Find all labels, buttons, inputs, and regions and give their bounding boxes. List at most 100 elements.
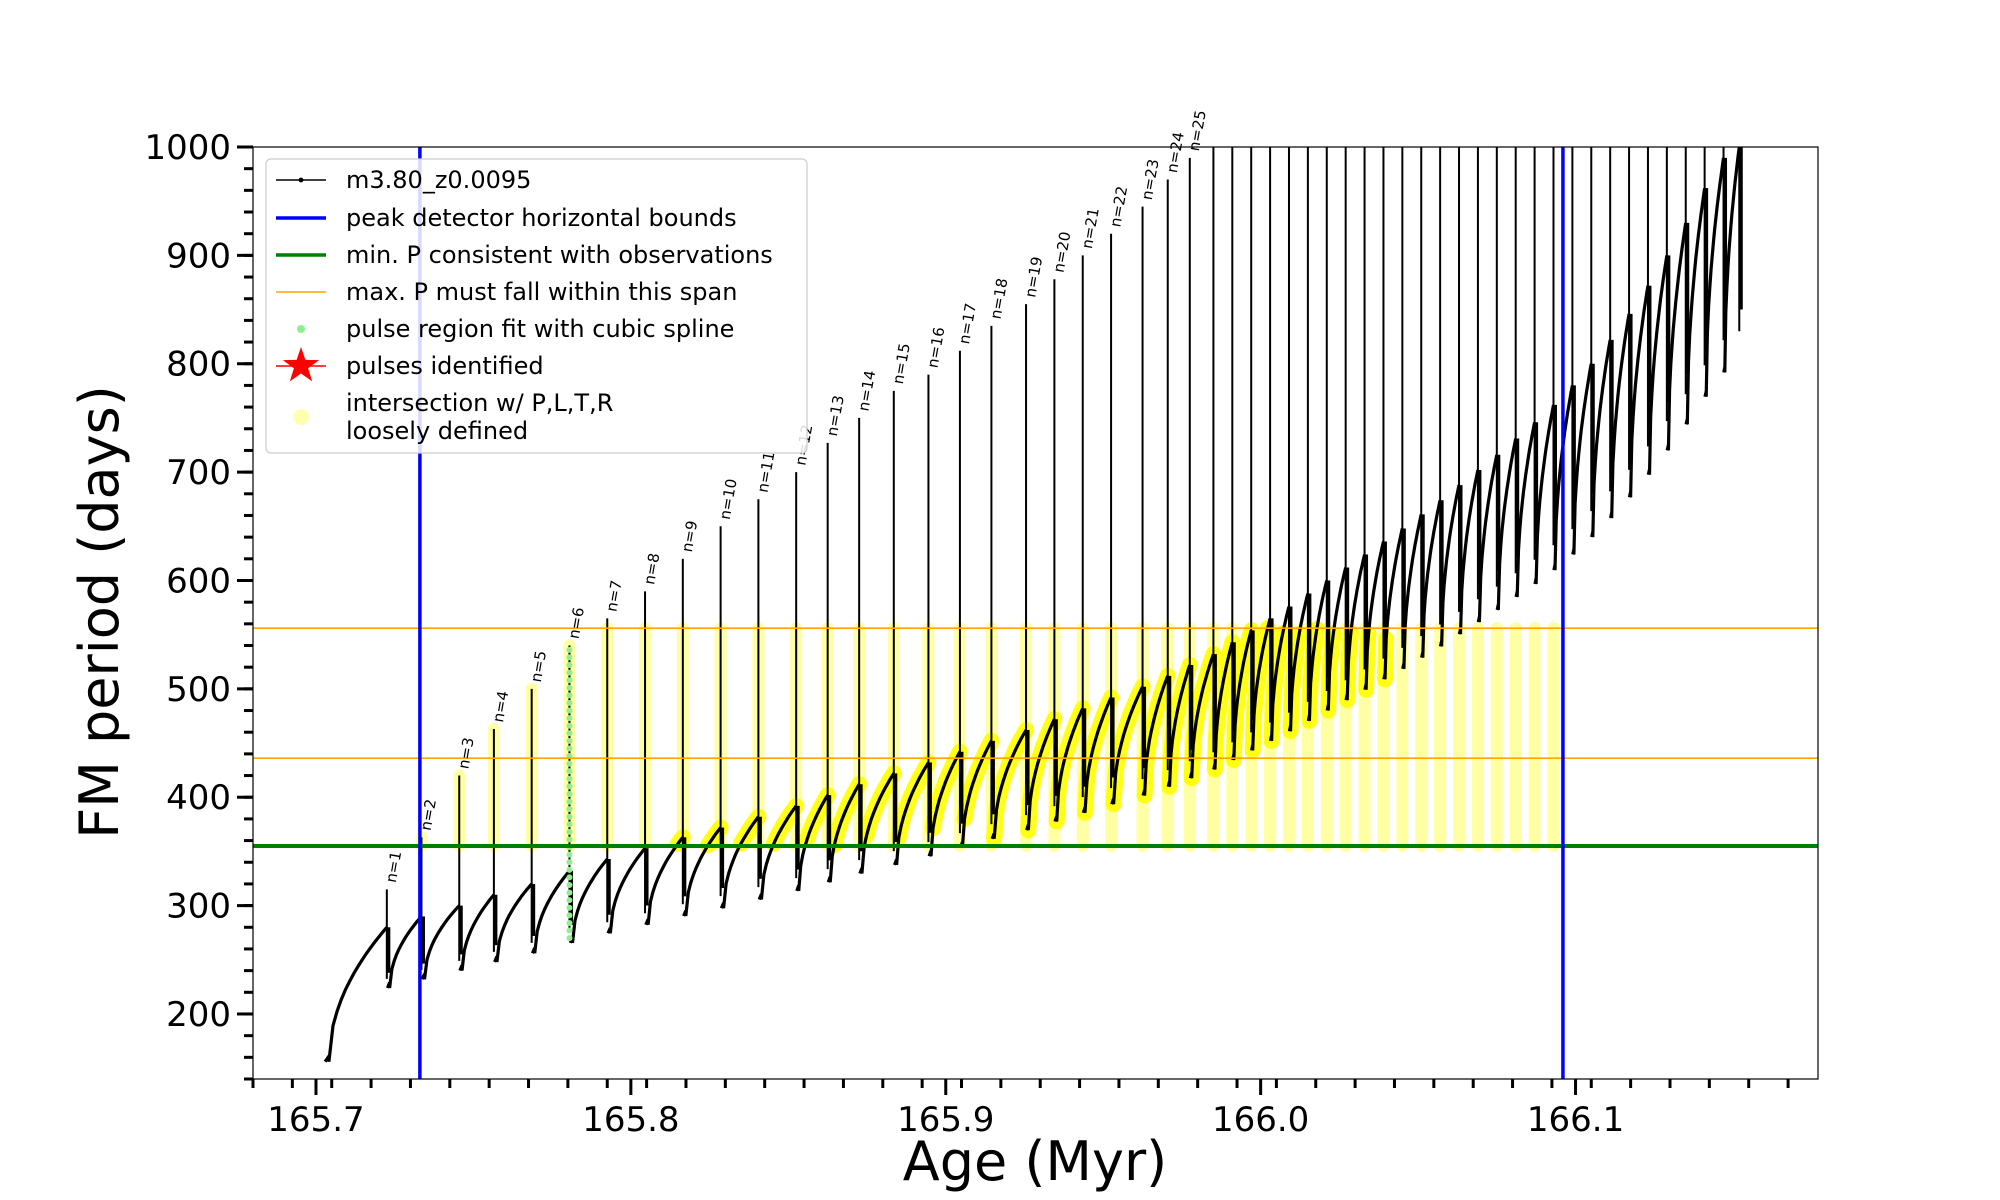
spline-fit-dot — [566, 851, 573, 858]
x-tick-label: 165.8 — [582, 1100, 679, 1140]
pulse-label: n=6 — [565, 606, 588, 640]
model-curve-segment — [1110, 685, 1145, 805]
model-curve-segment — [1212, 641, 1234, 770]
x-axis-ticks: 165.7 165.8 165.9 166.0 166.1 — [251, 1079, 1790, 1140]
x-tick-label: 165.7 — [267, 1100, 364, 1140]
model-curve-segment — [1382, 528, 1404, 680]
spline-fit-dot — [566, 859, 573, 866]
spline-fit-dot — [566, 654, 573, 661]
spline-fit-dot — [566, 707, 573, 714]
spline-fit-dot — [566, 768, 573, 775]
model-curve-segment — [1306, 580, 1329, 722]
model-curve-segment — [1533, 404, 1556, 585]
y-tick-label: 600 — [166, 561, 231, 601]
model-curve-segment — [1627, 285, 1650, 498]
model-curve-segment — [1420, 499, 1442, 658]
model-curve-segment — [1401, 514, 1423, 670]
spline-fit-dot — [566, 692, 573, 699]
spline-fit-dot — [566, 813, 573, 820]
pulse-label: n=5 — [527, 649, 550, 683]
spline-fit-dot — [566, 730, 573, 737]
pulse-label: n=2 — [417, 798, 440, 832]
legend-label: pulses identified — [346, 352, 544, 380]
model-curve-segment — [1268, 606, 1291, 742]
model-curve-segment — [1231, 629, 1253, 761]
model-curve-segment — [1053, 707, 1085, 822]
spline-fit-dot — [566, 760, 573, 767]
spline-fit-dot — [566, 866, 573, 873]
model-curve-segment — [1250, 618, 1272, 751]
spline-fit-dot — [566, 715, 573, 722]
y-tick-label: 900 — [166, 236, 231, 276]
x-tick-label: 166.0 — [1212, 1100, 1309, 1140]
legend-label: pulse region fit with cubic spline — [346, 315, 734, 343]
spline-fit-dot — [566, 912, 573, 919]
model-curve-segment — [1703, 157, 1726, 398]
model-curve-segment — [719, 815, 760, 909]
model-curve-segment — [927, 750, 962, 857]
legend-label: max. P must fall within this span — [346, 278, 737, 306]
model-curve-segment — [959, 740, 993, 849]
legend-label: peak detector horizontal bounds — [346, 204, 737, 232]
spline-fit-dot — [566, 699, 573, 706]
model-curve-segment — [1188, 653, 1215, 779]
model-curve-segment — [1287, 593, 1310, 732]
model-curve-segment — [757, 804, 798, 901]
model-curve-segment — [493, 882, 533, 963]
spline-fit-dot — [566, 935, 573, 942]
model-curve-segment — [1325, 567, 1348, 711]
pulse-label: n=8 — [640, 552, 663, 586]
spline-fit-dot — [566, 790, 573, 797]
model-curve-segment — [1476, 454, 1499, 623]
spline-fit-points — [566, 646, 573, 942]
spline-fit-dot — [566, 798, 573, 805]
model-curve-segment — [1081, 696, 1113, 814]
spline-fit-dot — [566, 874, 573, 881]
model-curve-segment — [1363, 541, 1386, 691]
model-curve-segment — [1722, 147, 1741, 373]
legend-label: min. P consistent with observations — [346, 241, 773, 269]
x-axis-label: Age (Myr) — [903, 1130, 1168, 1193]
legend-handle-star — [282, 347, 320, 382]
model-curve-segment — [568, 857, 609, 944]
model-curve-segment — [682, 826, 722, 917]
pulse-label: n=1 — [382, 850, 405, 884]
y-tick-label: 300 — [166, 887, 231, 927]
spline-fit-dot — [566, 783, 573, 790]
y-axis-ticks: 200 300 400 500 600 700 800 900 1000 — [144, 128, 253, 1081]
spline-fit-dot — [566, 775, 573, 782]
legend-label: intersection w/ P,L,T,R — [346, 389, 613, 417]
model-curve-segment — [1141, 675, 1170, 796]
spline-fit-dot — [566, 646, 573, 653]
model-curve-segment — [1684, 187, 1707, 425]
legend-handle-circle — [293, 409, 309, 425]
spline-fit-dot — [566, 669, 573, 676]
model-curve-segment — [1457, 469, 1480, 635]
model-curve-segment — [1344, 554, 1367, 701]
legend-handle-dot — [297, 325, 305, 333]
pulse-labels: n=1n=2n=3n=4n=5n=6n=7n=8n=9n=10n=11n=12n… — [382, 109, 1210, 884]
model-curve-segment — [1665, 222, 1688, 451]
y-tick-label: 200 — [166, 995, 231, 1035]
y-tick-label: 1000 — [144, 128, 231, 168]
model-curve-segment — [1609, 313, 1631, 519]
legend-label: m3.80_z0.0095 — [346, 166, 531, 194]
horizontal-reference-lines — [253, 627, 1818, 848]
model-curve-segment — [990, 729, 1028, 840]
pulse-label: n=4 — [489, 689, 512, 723]
y-tick-label: 700 — [166, 453, 231, 493]
x-tick-label: 165.9 — [897, 1100, 994, 1140]
legend-label-line2: loosely defined — [346, 417, 528, 445]
spline-fit-dot — [566, 677, 573, 684]
model-curve-segment — [1590, 339, 1612, 538]
y-tick-label: 800 — [166, 345, 231, 385]
spline-fit-dot — [566, 745, 573, 752]
spline-fit-dot — [566, 722, 573, 729]
spline-fit-dot — [566, 806, 573, 813]
y-tick-label: 400 — [166, 778, 231, 818]
x-tick-label: 166.1 — [1527, 1100, 1624, 1140]
spline-fit-dot — [566, 662, 573, 669]
model-curve-segment — [458, 893, 496, 972]
